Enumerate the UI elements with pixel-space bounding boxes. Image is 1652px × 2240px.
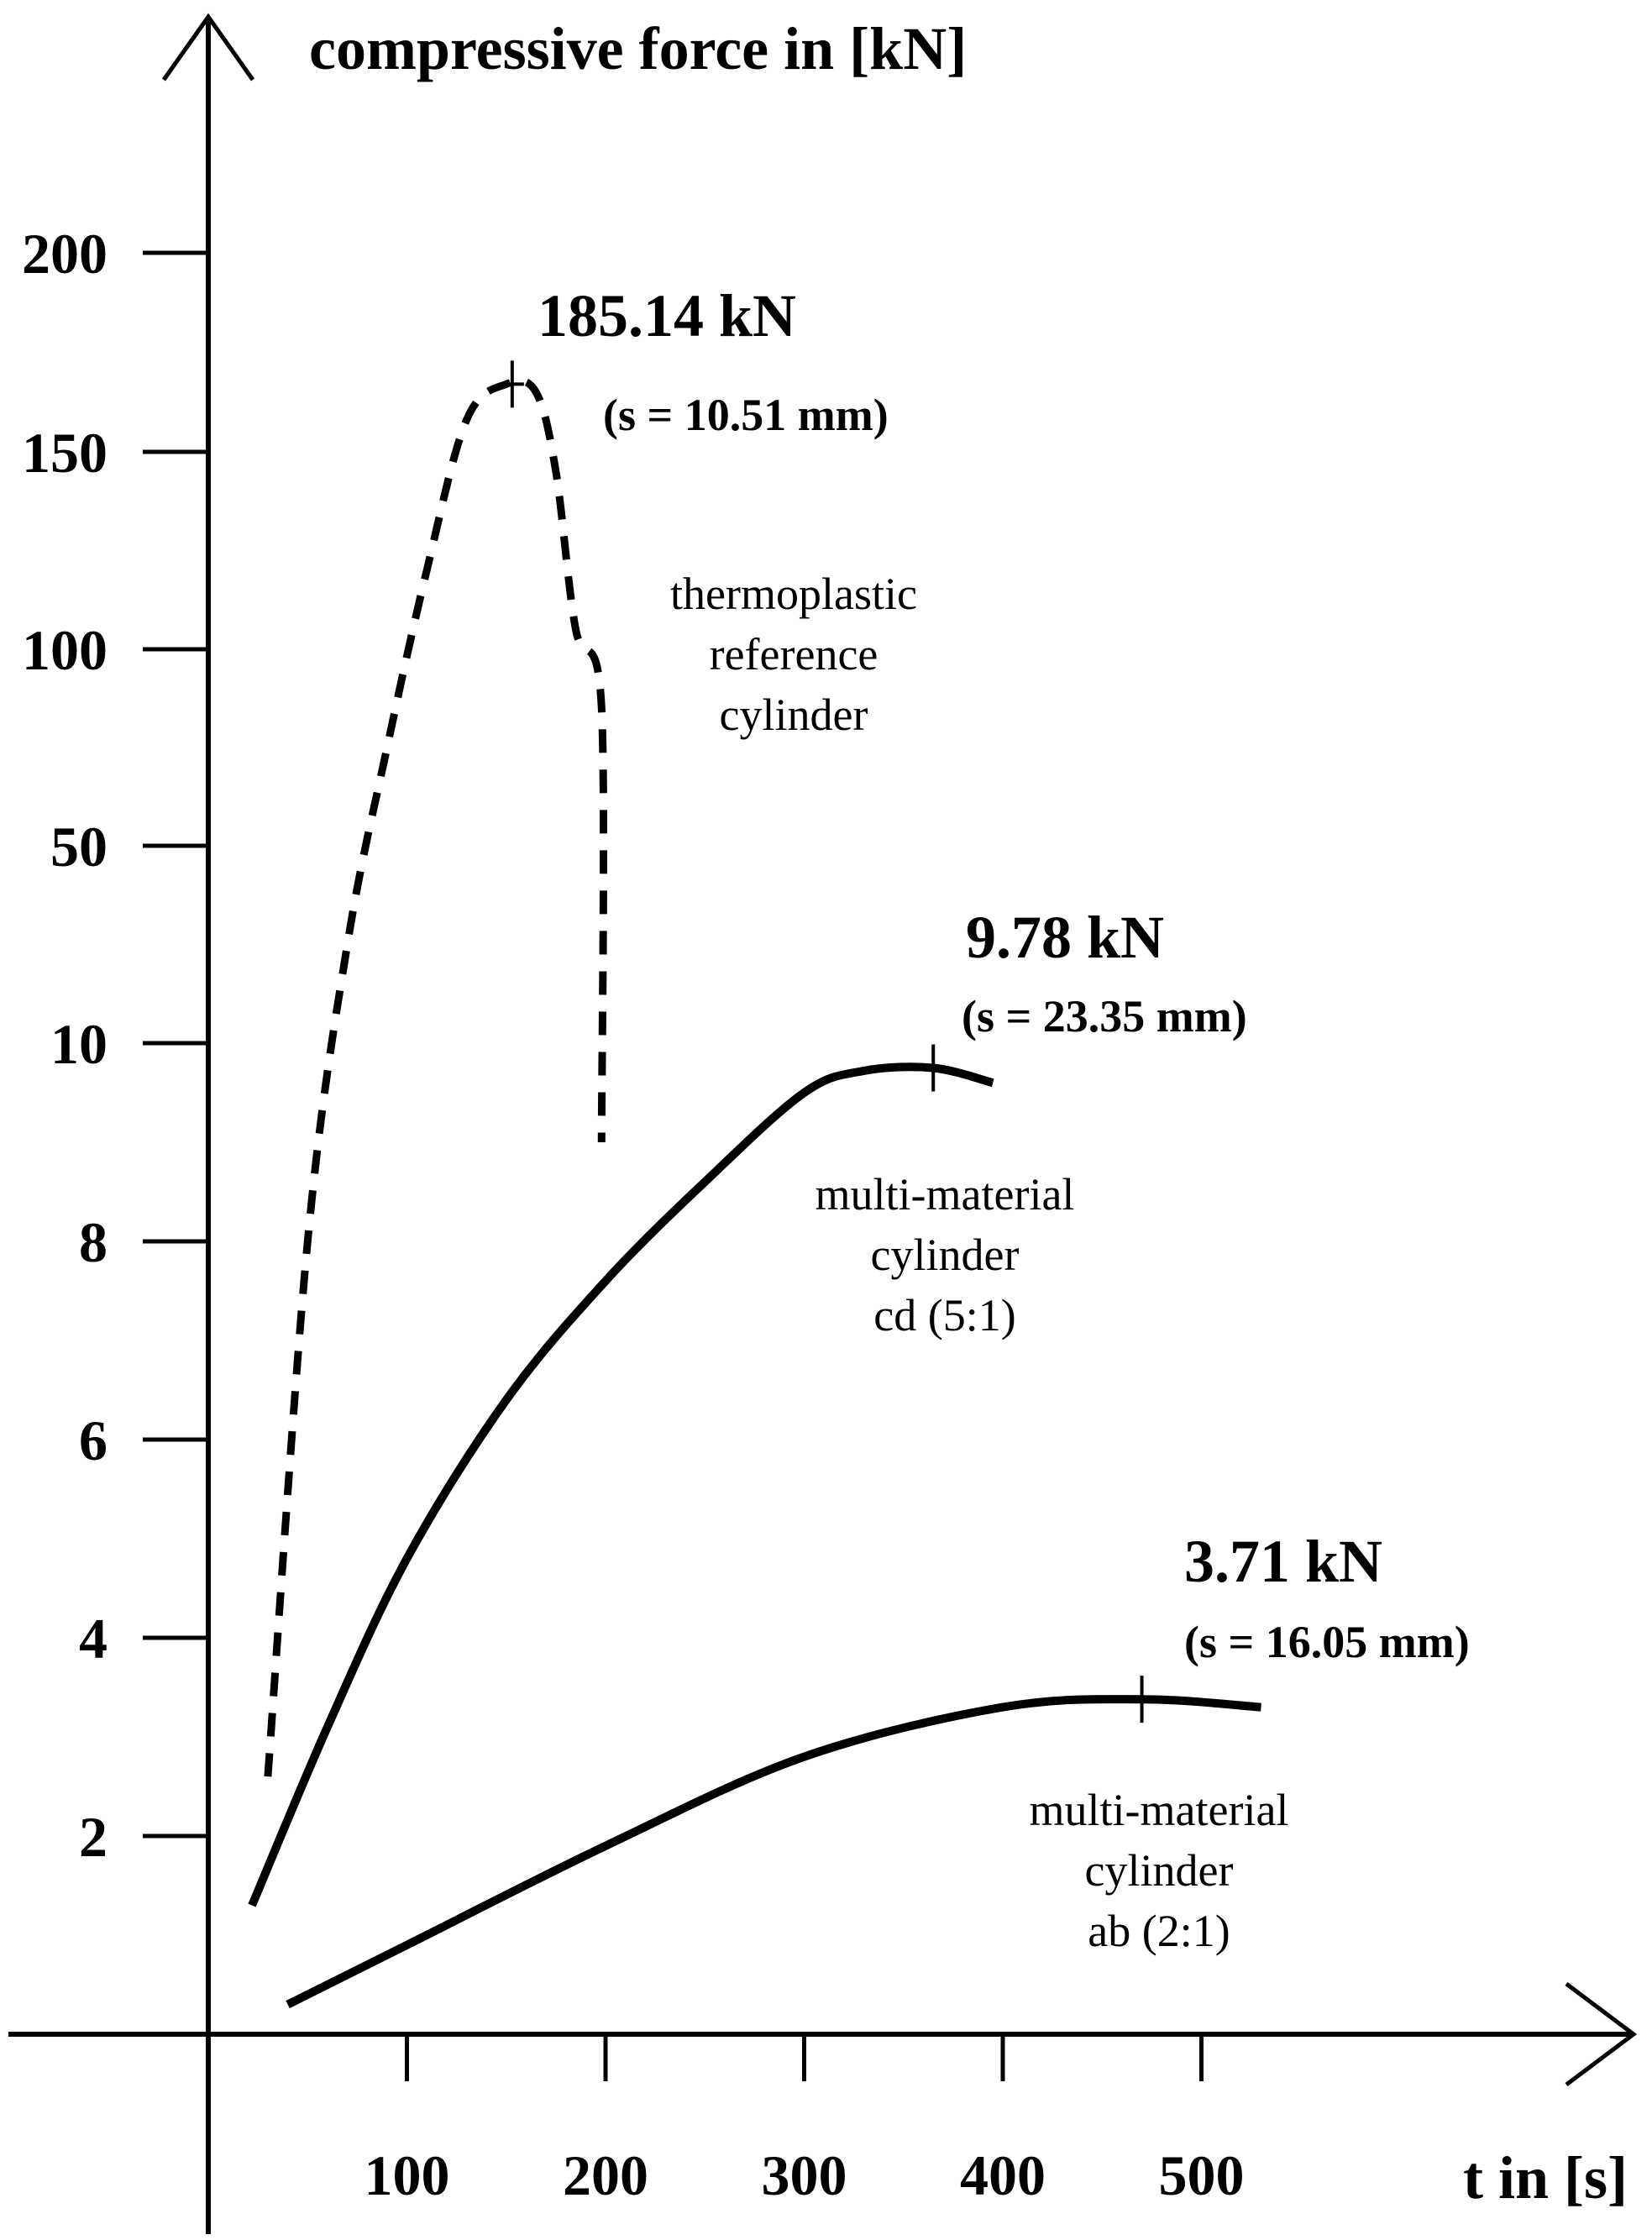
series-label-line: reference [710,629,878,679]
series-label-line: cylinder [1085,1845,1234,1896]
y-axis-title: compressive force in [kN] [309,15,967,82]
series-label-line: thermoplastic [670,569,917,619]
y-tick-label: 150 [22,421,108,485]
series-line-1 [264,376,608,1777]
y-tick-label: 4 [79,1607,108,1671]
series-line-3 [286,1695,1261,2009]
peak-displacement-label: (s = 10.51 mm) [603,390,889,440]
y-tick-label: 100 [22,618,108,682]
y-tick-label: 50 [50,815,108,879]
ticks: 100 200 300 400 500 2 4 6 8 10 50 100 150 200 [22,222,1245,2207]
y-tick-label: 2 [79,1805,108,1869]
annotations: 185.14 kN (s = 10.51 mm) thermoplastic refe… [538,282,1470,1956]
series-label-line: cylinder [720,690,868,740]
series-line-2 [248,1062,994,1907]
x-tick-label: 500 [1159,2143,1245,2207]
peak-value-label: 3.71 kN [1184,1528,1382,1595]
series-label-line: ab (2:1) [1088,1906,1230,1956]
x-tick-label: 100 [364,2143,450,2207]
x-tick-label: 300 [762,2143,847,2207]
peak-displacement-label: (s = 23.35 mm) [962,991,1247,1041]
x-axis-arrow [1565,1982,1638,2086]
x-tick-label: 200 [563,2143,648,2207]
y-tick-label: 8 [79,1210,108,1274]
axes [8,13,1638,2234]
y-tick-label: 6 [79,1409,108,1472]
series-label-line: multi-material [816,1169,1075,1220]
series-label-line: cylinder [871,1230,1020,1280]
y-tick-label: 200 [22,222,108,286]
y-tick-label: 10 [50,1012,108,1076]
x-tick-label: 400 [960,2143,1046,2207]
series [248,360,1261,2009]
peak-value-label: 185.14 kN [538,282,796,349]
peak-value-label: 9.78 kN [966,904,1164,971]
series-label-line: cd (5:1) [873,1290,1015,1340]
series-label-line: multi-material [1030,1785,1289,1835]
y-axis-arrow [161,13,255,81]
peak-displacement-label: (s = 16.05 mm) [1184,1617,1470,1667]
x-axis-title: t in [s] [1463,2144,1628,2211]
